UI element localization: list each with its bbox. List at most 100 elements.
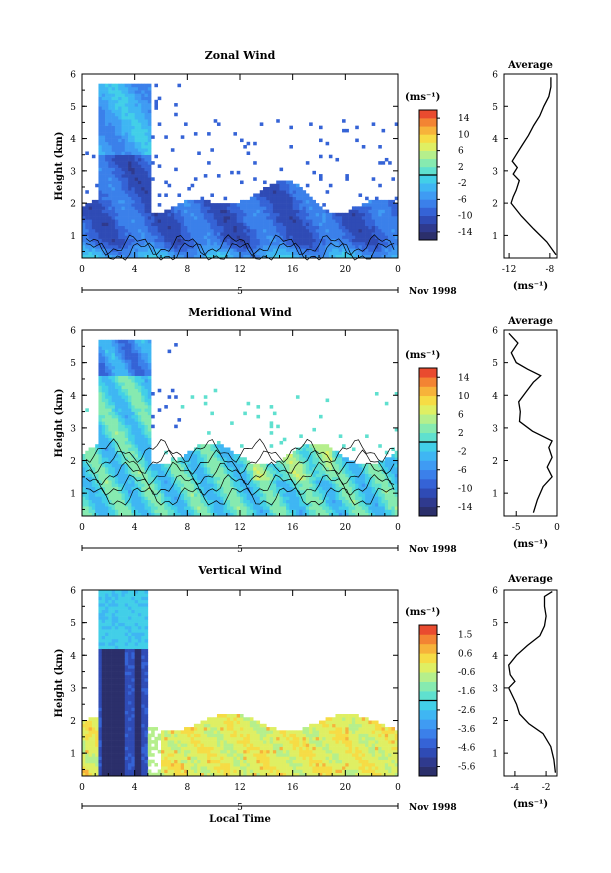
- heatmap-cell: [144, 203, 149, 207]
- heatmap-cell: [105, 480, 109, 484]
- heatmap-cell: [137, 343, 142, 347]
- heatmap-cell: [137, 385, 142, 390]
- heatmap-cell: [276, 203, 280, 207]
- heatmap-cell: [371, 493, 376, 497]
- heatmap-cell: [282, 496, 287, 500]
- heatmap-cell: [365, 493, 369, 497]
- heatmap-cell: [101, 148, 106, 152]
- heatmap-cell: [358, 489, 363, 494]
- heatmap-cell: [378, 251, 382, 256]
- heatmap-cell: [319, 245, 323, 249]
- heatmap-cell: [98, 112, 103, 117]
- heatmap-cell: [272, 254, 277, 259]
- heatmap-cell: [345, 241, 349, 246]
- heatmap-cell: [322, 499, 326, 504]
- heatmap-cell: [216, 463, 221, 468]
- heatmap-cell: [355, 232, 359, 236]
- heatmap-cell: [282, 190, 287, 194]
- heatmap-cell: [144, 177, 149, 181]
- heatmap-cell: [91, 483, 96, 487]
- heatmap-cell: [131, 346, 135, 350]
- heatmap-cell: [111, 235, 116, 239]
- heatmap-cell: [243, 473, 247, 478]
- heatmap-cell: [272, 512, 277, 517]
- heatmap-cell: [322, 225, 326, 230]
- heatmap-cell: [131, 209, 135, 214]
- heatmap-cell: [105, 489, 109, 494]
- heatmap-cell: [309, 122, 313, 126]
- heatmap-cell: [144, 196, 149, 201]
- heatmap-cell: [137, 145, 142, 149]
- heatmap-cell: [378, 473, 382, 478]
- heatmap-cell: [187, 476, 191, 481]
- heatmap-cell: [124, 157, 129, 162]
- heatmap-cell: [355, 502, 359, 507]
- heatmap-cell: [85, 509, 89, 514]
- heatmap-cell: [282, 502, 287, 507]
- heatmap-cell: [328, 502, 333, 507]
- heatmap-cell: [305, 486, 310, 491]
- heatmap-cell: [147, 106, 152, 110]
- heatmap-cell: [121, 405, 126, 409]
- heatmap-cell: [134, 349, 139, 354]
- heatmap-cell: [98, 359, 103, 363]
- heatmap-cell: [108, 359, 112, 363]
- heatmap-cell: [391, 493, 396, 497]
- heatmap-cell: [98, 375, 103, 380]
- heatmap-cell: [147, 372, 152, 376]
- heatmap-cell: [124, 83, 129, 88]
- heatmap-cell: [365, 506, 369, 510]
- heatmap-cell: [256, 483, 261, 487]
- heatmap-cell: [282, 245, 287, 249]
- heatmap-cell: [240, 499, 244, 504]
- heatmap-cell: [391, 225, 396, 230]
- heatmap-cell: [302, 467, 307, 471]
- heatmap-cell: [121, 196, 126, 201]
- heatmap-cell: [184, 254, 188, 259]
- heatmap-cell: [368, 235, 372, 239]
- heatmap-cell: [111, 93, 116, 97]
- heatmap-cell: [88, 450, 93, 455]
- heatmap-cell: [355, 235, 359, 239]
- heatmap-cell: [351, 235, 356, 239]
- heatmap-cell: [286, 502, 290, 507]
- heatmap-cell: [210, 203, 214, 207]
- heatmap-cell: [95, 457, 99, 461]
- heatmap-cell: [374, 463, 379, 468]
- heatmap-cell: [88, 228, 93, 233]
- heatmap-cell: [240, 248, 244, 252]
- heatmap-cell: [131, 96, 135, 101]
- heatmap-cell: [121, 122, 126, 126]
- heatmap-cell: [147, 154, 152, 159]
- heatmap-cell: [114, 470, 119, 474]
- heatmap-cell: [276, 470, 280, 474]
- heatmap-cell: [144, 241, 149, 246]
- heatmap-cell: [345, 489, 349, 494]
- heatmap-cell: [111, 228, 116, 233]
- heatmap-cell: [137, 132, 142, 136]
- heatmap-cell: [95, 212, 99, 217]
- heatmap-cell: [141, 467, 145, 471]
- heatmap-cell: [282, 251, 287, 256]
- heatmap-cell: [230, 248, 234, 252]
- heatmap-cell: [134, 392, 139, 396]
- heatmap-cell: [338, 248, 343, 252]
- heatmap-cell: [328, 447, 333, 452]
- heatmap-cell: [137, 115, 142, 120]
- heatmap-cell: [124, 251, 129, 256]
- heatmap-cell: [95, 225, 99, 230]
- heatmap-cell: [210, 245, 214, 249]
- heatmap-cell: [207, 248, 211, 252]
- heatmap-cell: [351, 206, 356, 210]
- heatmap-cell: [292, 235, 297, 239]
- heatmap-cell: [170, 254, 175, 259]
- heatmap-cell: [325, 457, 330, 461]
- heatmap-cell: [276, 180, 280, 185]
- contour-line: [85, 234, 395, 256]
- heatmap-cell: [98, 499, 103, 504]
- heatmap-cell: [118, 362, 122, 367]
- heatmap-cell: [147, 467, 152, 471]
- heatmap-cell: [299, 447, 303, 452]
- heatmap-cell: [226, 476, 231, 481]
- heatmap-cell: [368, 209, 372, 214]
